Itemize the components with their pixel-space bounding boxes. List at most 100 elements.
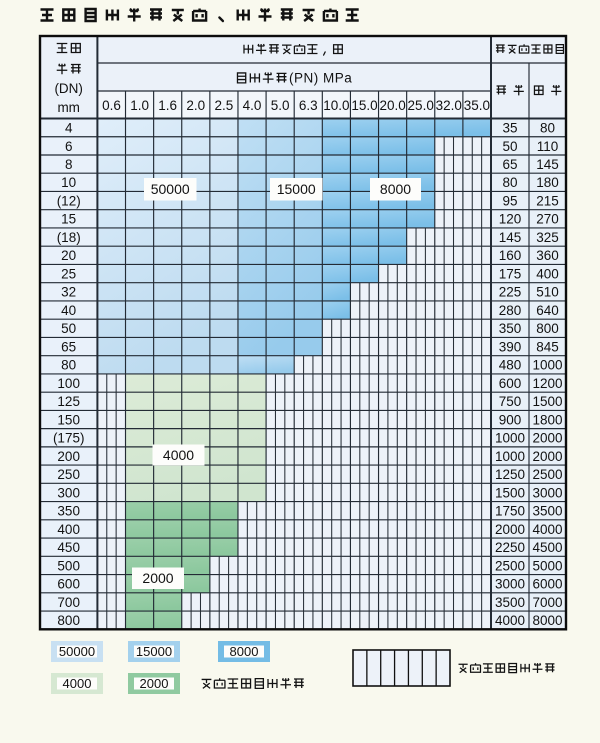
svg-text:1000: 1000 <box>495 449 525 464</box>
svg-text:700: 700 <box>57 595 80 610</box>
svg-text:15000: 15000 <box>136 644 172 659</box>
svg-text:600: 600 <box>57 577 80 592</box>
svg-text:800: 800 <box>57 613 80 628</box>
svg-text:175: 175 <box>499 267 522 282</box>
svg-text:2250: 2250 <box>495 540 525 555</box>
svg-text:50000: 50000 <box>151 181 190 197</box>
svg-text:2500: 2500 <box>495 558 525 573</box>
svg-text:10.0: 10.0 <box>323 98 349 113</box>
svg-text:390: 390 <box>499 339 522 354</box>
svg-text:4.0: 4.0 <box>243 98 262 113</box>
svg-text:4000: 4000 <box>163 447 194 463</box>
svg-text:32: 32 <box>61 285 76 300</box>
svg-text:145: 145 <box>499 230 522 245</box>
svg-text:2000: 2000 <box>142 570 173 586</box>
svg-text:3000: 3000 <box>495 577 525 592</box>
svg-text:8000: 8000 <box>230 644 259 659</box>
svg-text:0.6: 0.6 <box>102 98 121 113</box>
svg-text:25: 25 <box>61 267 76 282</box>
svg-text:450: 450 <box>57 540 80 555</box>
svg-text:35.0: 35.0 <box>464 98 490 113</box>
svg-text:(12): (12) <box>57 194 81 209</box>
svg-text:2000: 2000 <box>140 676 169 691</box>
svg-text:600: 600 <box>499 376 522 391</box>
svg-text:4000: 4000 <box>63 676 92 691</box>
svg-text:1500: 1500 <box>495 485 525 500</box>
svg-text:95: 95 <box>502 194 517 209</box>
svg-text:1750: 1750 <box>495 504 525 519</box>
svg-text:280: 280 <box>499 303 522 318</box>
svg-text:480: 480 <box>499 358 522 373</box>
svg-text:65: 65 <box>502 157 517 172</box>
svg-text:8: 8 <box>65 157 73 172</box>
svg-text:750: 750 <box>499 394 522 409</box>
svg-text:225: 225 <box>499 285 522 300</box>
svg-text:145: 145 <box>536 157 559 172</box>
svg-text:80: 80 <box>540 121 555 136</box>
svg-text:160: 160 <box>499 248 522 263</box>
svg-text:200: 200 <box>57 449 80 464</box>
svg-text:1000: 1000 <box>495 431 525 446</box>
svg-text:4000: 4000 <box>495 613 525 628</box>
svg-text:20: 20 <box>61 248 76 263</box>
svg-text:2.0: 2.0 <box>186 98 205 113</box>
svg-text:6: 6 <box>65 139 73 154</box>
svg-text:845: 845 <box>536 339 559 354</box>
svg-text:400: 400 <box>536 267 559 282</box>
svg-text:(18): (18) <box>57 230 81 245</box>
svg-text:325: 325 <box>536 230 559 245</box>
svg-text:6000: 6000 <box>532 577 562 592</box>
svg-text:mm: mm <box>57 100 80 115</box>
svg-text:510: 510 <box>536 285 559 300</box>
svg-text:350: 350 <box>499 321 522 336</box>
svg-text:1500: 1500 <box>532 394 562 409</box>
svg-text:2500: 2500 <box>532 467 562 482</box>
svg-text:400: 400 <box>57 522 80 537</box>
svg-text:500: 500 <box>57 558 80 573</box>
svg-text:150: 150 <box>57 412 80 427</box>
svg-text:10: 10 <box>61 175 76 190</box>
svg-text:1200: 1200 <box>532 376 562 391</box>
svg-text:32.0: 32.0 <box>436 98 462 113</box>
svg-text:25.0: 25.0 <box>408 98 434 113</box>
svg-text:50: 50 <box>61 321 76 336</box>
svg-text:180: 180 <box>536 175 559 190</box>
svg-text:8000: 8000 <box>532 613 562 628</box>
svg-text:1800: 1800 <box>532 412 562 427</box>
svg-text:125: 125 <box>57 394 80 409</box>
svg-text:3000: 3000 <box>532 485 562 500</box>
svg-text:2000: 2000 <box>532 431 562 446</box>
svg-text:50000: 50000 <box>59 644 95 659</box>
svg-text:900: 900 <box>499 412 522 427</box>
svg-text:3500: 3500 <box>532 504 562 519</box>
svg-text:4000: 4000 <box>532 522 562 537</box>
svg-text:1.0: 1.0 <box>130 98 149 113</box>
svg-text:120: 120 <box>499 212 522 227</box>
svg-text:270: 270 <box>536 212 559 227</box>
svg-text:1000: 1000 <box>532 358 562 373</box>
svg-text:5000: 5000 <box>532 558 562 573</box>
svg-text:2.5: 2.5 <box>215 98 234 113</box>
svg-text:4: 4 <box>65 121 73 136</box>
svg-text:5.0: 5.0 <box>271 98 290 113</box>
svg-text:250: 250 <box>57 467 80 482</box>
svg-text:215: 215 <box>536 194 559 209</box>
svg-text:15: 15 <box>61 212 76 227</box>
svg-text:640: 640 <box>536 303 559 318</box>
svg-text:1.6: 1.6 <box>158 98 177 113</box>
svg-text:100: 100 <box>57 376 80 391</box>
svg-text:4500: 4500 <box>532 540 562 555</box>
svg-text:300: 300 <box>57 485 80 500</box>
svg-text:350: 350 <box>57 504 80 519</box>
svg-text:(DN): (DN) <box>54 81 83 96</box>
svg-text:110: 110 <box>537 139 559 154</box>
svg-text:15.0: 15.0 <box>351 98 377 113</box>
svg-text:2000: 2000 <box>532 449 562 464</box>
svg-text:(175): (175) <box>53 431 85 446</box>
svg-text:2000: 2000 <box>495 522 525 537</box>
svg-text:40: 40 <box>61 303 76 318</box>
svg-text:3500: 3500 <box>495 595 525 610</box>
svg-text:7000: 7000 <box>532 595 562 610</box>
svg-text:360: 360 <box>536 248 559 263</box>
svg-text:8000: 8000 <box>380 181 411 197</box>
